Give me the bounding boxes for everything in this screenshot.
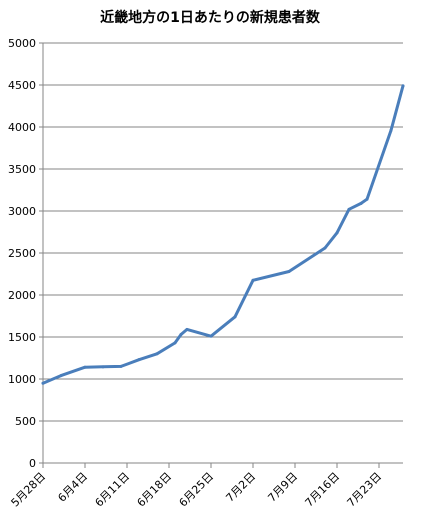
data-point	[359, 201, 363, 205]
y-tick-label: 3000	[8, 205, 36, 218]
x-tick-label: 6月4日	[55, 470, 90, 505]
y-tick-label: 5000	[8, 37, 36, 50]
data-point	[233, 315, 237, 319]
data-point	[155, 352, 159, 356]
x-tick-label: 6月11日	[93, 470, 133, 510]
data-point	[173, 341, 177, 345]
axes	[42, 43, 403, 468]
data-point	[209, 334, 213, 338]
data-point	[389, 128, 393, 132]
x-tick-label: 6月25日	[177, 470, 217, 510]
x-tick-label: 7月9日	[265, 470, 300, 505]
chart-title: 近畿地方の1日あたりの新規患者数	[100, 9, 321, 26]
y-tick-label: 1000	[8, 373, 36, 386]
data-point	[101, 365, 105, 369]
data-point	[335, 231, 339, 235]
x-tick-label: 6月18日	[135, 470, 175, 510]
y-tick-label: 0	[29, 457, 36, 470]
data-point	[185, 327, 189, 331]
data-point	[83, 365, 87, 369]
y-tick-label: 2500	[8, 247, 36, 260]
y-tick-label: 2000	[8, 289, 36, 302]
y-tick-label: 500	[15, 415, 36, 428]
x-tick-label: 7月23日	[345, 470, 385, 510]
y-tick-label: 4000	[8, 121, 36, 134]
x-tick-label: 7月16日	[303, 470, 343, 510]
series-line	[41, 84, 405, 385]
y-tick-labels: 0 500 1000 1500 2000 2500 3000 3500 4000 4500 5000	[8, 37, 36, 470]
y-tick-label: 3500	[8, 163, 36, 176]
data-point	[323, 246, 327, 250]
series-group	[41, 84, 405, 385]
data-point	[401, 84, 405, 88]
x-tick-labels: 5月28日 6月4日 6月11日 6月18日 6月25日 7月2日 7月9日 7月16日 7月2…	[9, 470, 385, 510]
data-point	[119, 364, 123, 368]
data-point	[365, 197, 369, 201]
y-tick-label: 1500	[8, 331, 36, 344]
data-point	[59, 374, 63, 378]
data-point	[179, 332, 183, 336]
data-point	[41, 381, 45, 385]
data-point	[251, 278, 255, 282]
data-point	[287, 269, 291, 273]
gridlines	[39, 42, 403, 464]
data-point	[137, 358, 141, 362]
y-tick-label: 4500	[8, 79, 36, 92]
x-tick-label: 5月28日	[9, 470, 49, 510]
x-tick-label: 7月2日	[223, 470, 258, 505]
data-point	[347, 207, 351, 211]
